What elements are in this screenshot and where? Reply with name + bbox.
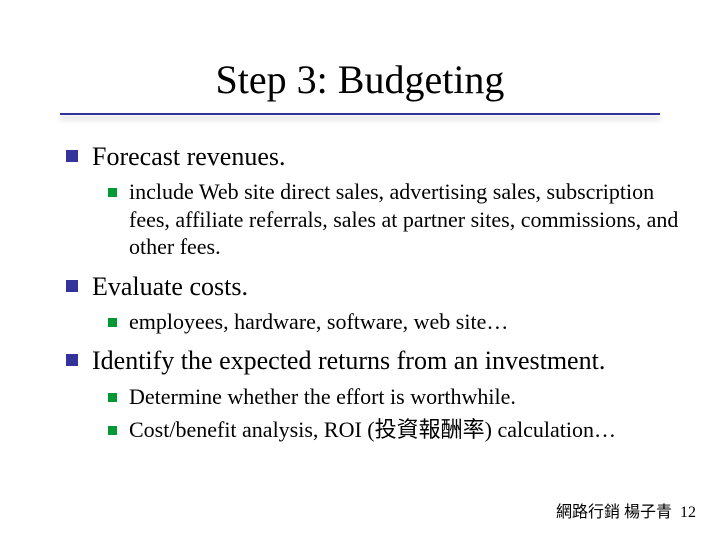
- list-item: Evaluate costs.: [66, 271, 680, 302]
- list-item-label: Evaluate costs.: [92, 271, 248, 302]
- list-subitem: include Web site direct sales, advertisi…: [108, 178, 680, 261]
- footer-author: 網路行銷 楊子青: [556, 504, 672, 521]
- square-bullet-icon: [66, 150, 78, 162]
- slide-title: Step 3: Budgeting: [0, 0, 720, 113]
- list-subitem-label: Determine whether the effort is worthwhi…: [129, 383, 516, 411]
- list-item-label: Identify the expected returns from an in…: [92, 345, 605, 376]
- list-subitem-label: Cost/benefit analysis, ROI (投資報酬率) calcu…: [129, 416, 616, 444]
- list-item-label: Forecast revenues.: [92, 141, 285, 172]
- title-underline: [60, 113, 660, 115]
- square-bullet-icon: [108, 393, 117, 402]
- slide-container: Step 3: Budgeting Forecast revenues. inc…: [0, 0, 720, 540]
- square-bullet-icon: [66, 354, 78, 366]
- square-bullet-icon: [108, 426, 117, 435]
- slide-footer: 網路行銷 楊子青 12: [556, 498, 696, 522]
- content-area: Forecast revenues. include Web site dire…: [0, 141, 720, 444]
- square-bullet-icon: [108, 318, 117, 327]
- list-subitem: Determine whether the effort is worthwhi…: [108, 383, 680, 411]
- square-bullet-icon: [66, 280, 78, 292]
- page-number: 12: [680, 504, 696, 521]
- square-bullet-icon: [108, 188, 117, 197]
- list-item: Forecast revenues.: [66, 141, 680, 172]
- list-subitem: employees, hardware, software, web site…: [108, 308, 680, 336]
- list-item: Identify the expected returns from an in…: [66, 345, 680, 376]
- list-subitem-label: include Web site direct sales, advertisi…: [129, 178, 680, 261]
- list-subitem: Cost/benefit analysis, ROI (投資報酬率) calcu…: [108, 416, 680, 444]
- list-subitem-label: employees, hardware, software, web site…: [129, 308, 508, 336]
